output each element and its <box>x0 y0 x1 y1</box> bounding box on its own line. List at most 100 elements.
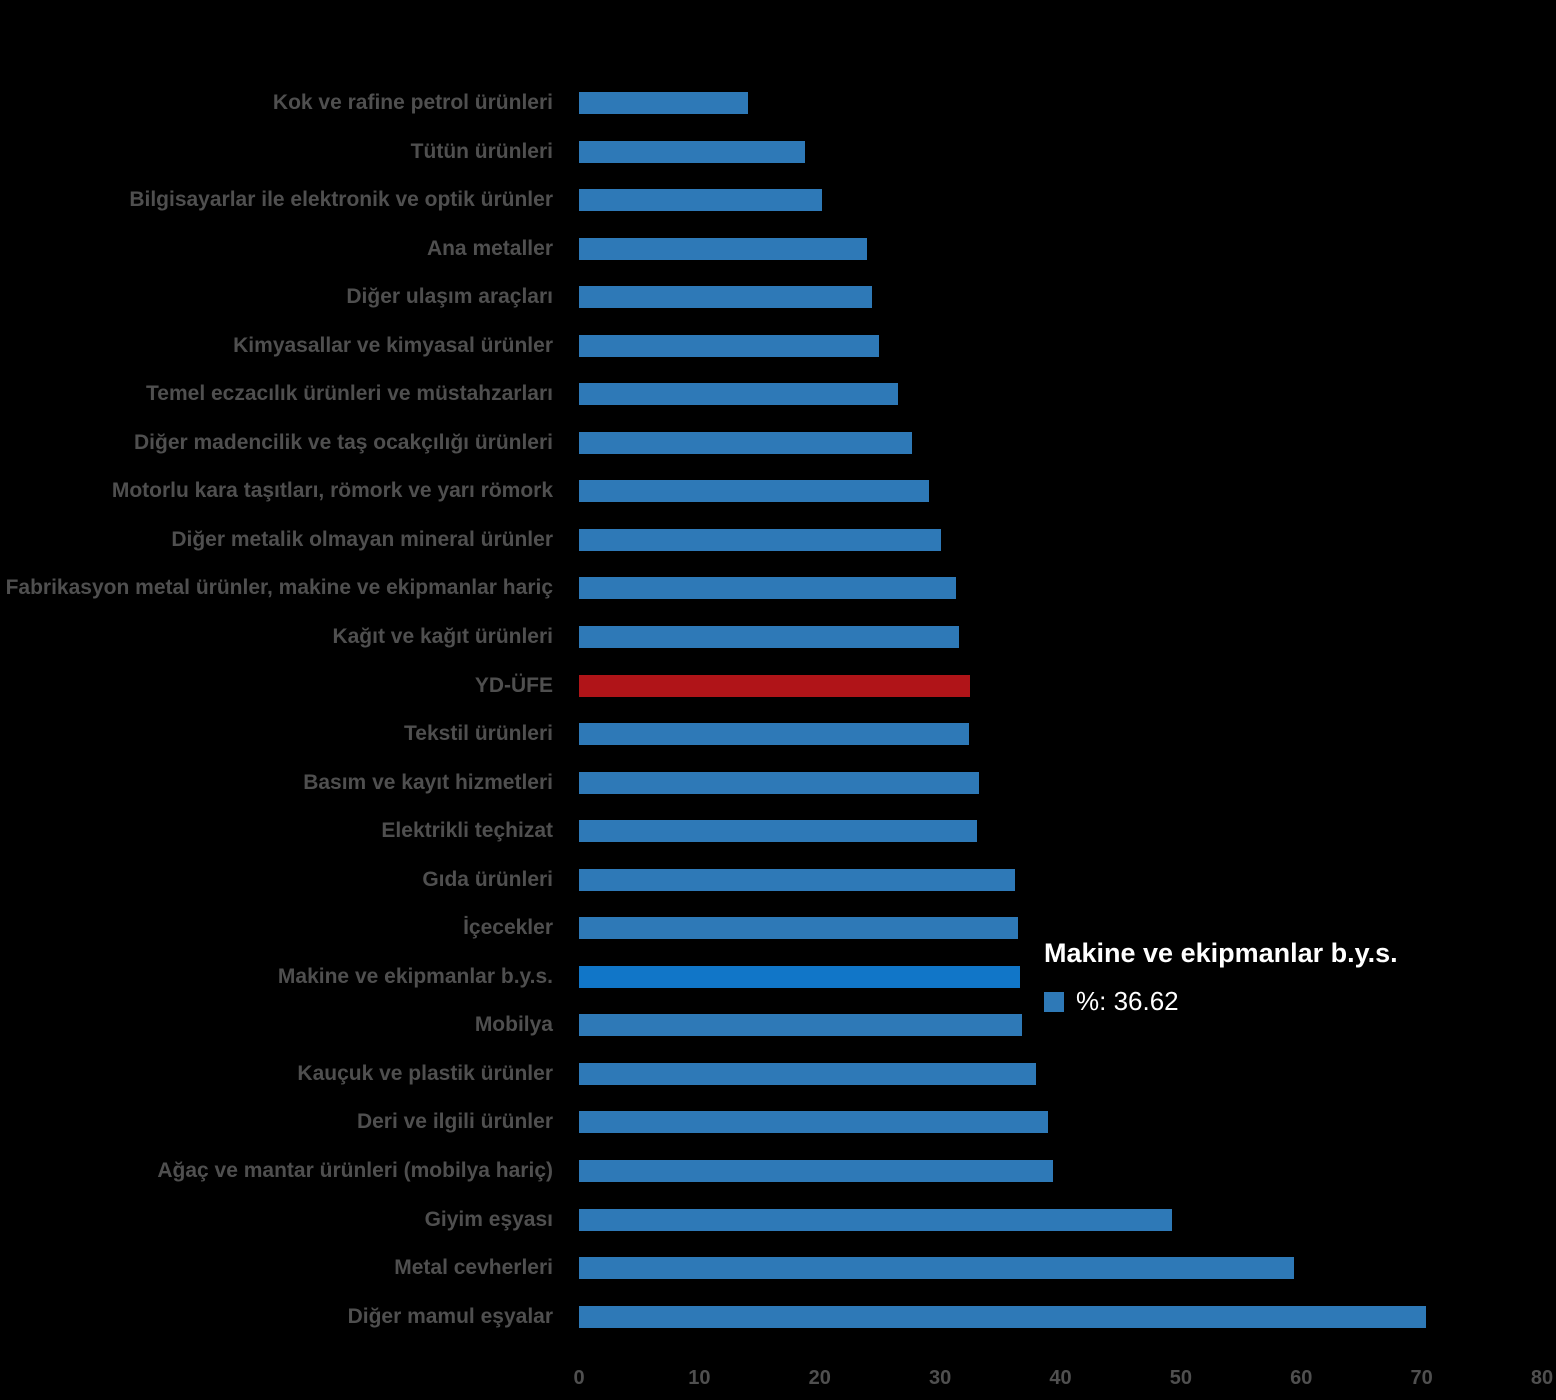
bar-track <box>579 771 1542 794</box>
bar-track <box>579 1014 1542 1037</box>
bar-row: Tekstil ürünleri <box>0 710 1542 759</box>
category-label: İçecekler <box>463 916 553 940</box>
bar-chart: Kok ve rafine petrol ürünleri Tütün ürün… <box>0 79 1542 1341</box>
category-label: Kok ve rafine petrol ürünleri <box>272 90 553 114</box>
bar-row: Motorlu kara taşıtları, römork ve yarı r… <box>0 467 1542 516</box>
bar-track <box>579 723 1542 746</box>
bar-row: Bilgisayarlar ile elektronik ve optik ür… <box>0 176 1542 225</box>
bar-row: Tütün ürünleri <box>0 127 1542 176</box>
bar[interactable] <box>579 868 1015 891</box>
bar[interactable] <box>579 625 960 648</box>
category-label: Elektrikli teçhizat <box>381 819 553 843</box>
category-label: Diğer metalik olmayan mineral ürünler <box>171 527 553 551</box>
bar-row: Elektrikli teçhizat <box>0 807 1542 856</box>
category-label: Ağaç ve mantar ürünleri (mobilya hariç) <box>157 1158 553 1182</box>
bar-row: Mobilya <box>0 1001 1542 1050</box>
x-axis-tick-label: 60 <box>1290 1367 1313 1389</box>
bar-row: Diğer metalik olmayan mineral ürünler <box>0 516 1542 565</box>
bar[interactable] <box>579 431 913 454</box>
bar[interactable] <box>579 917 1019 940</box>
category-label: Ana metaller <box>426 236 553 260</box>
bar-row: Ağaç ve mantar ürünleri (mobilya hariç) <box>0 1147 1542 1196</box>
category-label: Giyim eşyası <box>424 1207 553 1231</box>
bar-track <box>579 1062 1542 1085</box>
bar-row: Diğer ulaşım araçları <box>0 273 1542 322</box>
category-label: Motorlu kara taşıtları, römork ve yarı r… <box>111 479 553 503</box>
bar-hovered[interactable] <box>579 965 1020 988</box>
bar-track <box>579 577 1542 600</box>
x-axis: 0 10 20 30 40 50 60 70 80 <box>573 1367 1553 1393</box>
category-label: Diğer mamul eşyalar <box>347 1304 553 1328</box>
bar[interactable] <box>579 1111 1049 1134</box>
category-label: Gıda ürünleri <box>422 867 553 891</box>
bar[interactable] <box>579 286 872 309</box>
bar-row: İçecekler <box>0 904 1542 953</box>
category-label: YD-ÜFE <box>474 673 553 697</box>
bar[interactable] <box>579 91 748 114</box>
bar[interactable] <box>579 771 979 794</box>
bar-row: Kimyasallar ve kimyasal ürünler <box>0 321 1542 370</box>
bar[interactable] <box>579 577 956 600</box>
bar-row: Diğer mamul eşyalar <box>0 1292 1542 1341</box>
category-label: Diğer madencilik ve taş ocakçılığı ürünl… <box>134 430 553 454</box>
bar[interactable] <box>579 1208 1173 1231</box>
category-label: Kağıt ve kağıt ürünleri <box>332 624 553 648</box>
bar-track <box>579 820 1542 843</box>
bar[interactable] <box>579 334 879 357</box>
tooltip-series-swatch-icon <box>1044 991 1064 1012</box>
bar-row: Fabrikasyon metal ürünler, makine ve eki… <box>0 564 1542 613</box>
category-label: Diğer ulaşım araçları <box>346 285 553 309</box>
category-label: Kauçuk ve plastik ürünler <box>297 1061 553 1085</box>
bar-track <box>579 480 1542 503</box>
bar-ydufe-highlight[interactable] <box>579 674 971 697</box>
x-axis-tick-label: 70 <box>1410 1367 1433 1389</box>
bar[interactable] <box>579 1257 1295 1280</box>
tooltip: Makine ve ekipmanlar b.y.s. %: 36.62 <box>1044 938 1398 1017</box>
bar-track <box>579 1159 1542 1182</box>
bar[interactable] <box>579 723 969 746</box>
x-axis-tick-label: 80 <box>1530 1367 1554 1389</box>
category-label: Basım ve kayıt hizmetleri <box>303 770 553 794</box>
tooltip-value-line: %: 36.62 <box>1044 986 1398 1017</box>
x-axis-tick-label: 20 <box>808 1367 831 1389</box>
x-axis-tick-label: 10 <box>688 1367 711 1389</box>
bar[interactable] <box>579 1062 1037 1085</box>
bar-track <box>579 431 1542 454</box>
category-label: Temel eczacılık ürünleri ve müstahzarlar… <box>146 382 553 406</box>
category-label: Bilgisayarlar ile elektronik ve optik ür… <box>129 188 553 212</box>
bar-track <box>579 1257 1542 1280</box>
bar[interactable] <box>579 140 806 163</box>
bar[interactable] <box>579 1305 1427 1328</box>
category-label: Tekstil ürünleri <box>404 722 553 746</box>
bar-track <box>579 189 1542 212</box>
bar[interactable] <box>579 1014 1022 1037</box>
bar[interactable] <box>579 189 823 212</box>
bar-track <box>579 674 1542 697</box>
bar-track <box>579 334 1542 357</box>
bar[interactable] <box>579 383 898 406</box>
x-axis-tick-label: 0 <box>573 1367 585 1389</box>
bar-row: Temel eczacılık ürünleri ve müstahzarlar… <box>0 370 1542 419</box>
bar-row: Metal cevherleri <box>0 1244 1542 1293</box>
category-label: Kimyasallar ve kimyasal ürünler <box>233 333 553 357</box>
bar-track <box>579 965 1542 988</box>
x-axis-tick-label: 50 <box>1169 1367 1192 1389</box>
bar-track <box>579 917 1542 940</box>
bar[interactable] <box>579 237 867 260</box>
chart-rows: Kok ve rafine petrol ürünleri Tütün ürün… <box>0 79 1542 1341</box>
tooltip-value: %: 36.62 <box>1076 986 1179 1016</box>
bar[interactable] <box>579 820 978 843</box>
bar-track <box>579 286 1542 309</box>
bar-row: Basım ve kayıt hizmetleri <box>0 758 1542 807</box>
bar-row: YD-ÜFE <box>0 661 1542 710</box>
bar[interactable] <box>579 1159 1054 1182</box>
bar[interactable] <box>579 528 942 551</box>
bar-track <box>579 1305 1542 1328</box>
bar-track <box>579 383 1542 406</box>
bar-track <box>579 868 1542 891</box>
bar-track <box>579 625 1542 648</box>
x-axis-tick-label: 30 <box>929 1367 952 1389</box>
bar[interactable] <box>579 480 930 503</box>
bar-track <box>579 140 1542 163</box>
bar-row: Makine ve ekipmanlar b.y.s. <box>0 953 1542 1002</box>
